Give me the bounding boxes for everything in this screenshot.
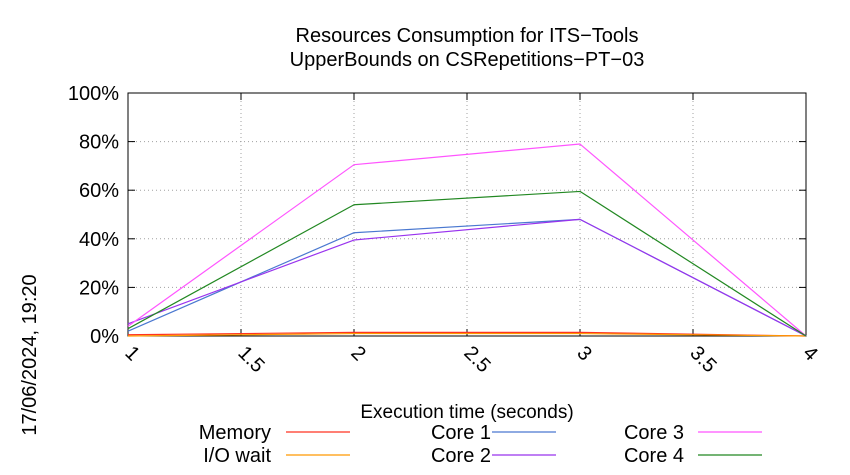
series-line-i-o-wait <box>127 332 807 337</box>
legend-label: Core 3 <box>624 422 684 444</box>
x-tick-label: 2 <box>346 342 369 365</box>
legend-label: Memory <box>199 422 271 444</box>
grid <box>128 93 806 336</box>
y-tick-label: 0% <box>90 326 119 348</box>
x-tick-label: 4 <box>798 342 821 365</box>
y-tick-label: 20% <box>79 277 119 299</box>
series-line-memory <box>127 331 807 337</box>
x-tick-label: 3 <box>572 342 595 365</box>
x-tick-label: 3.5 <box>685 342 720 377</box>
x-tick-label: 1.5 <box>233 342 268 377</box>
x-tick-label: 2.5 <box>459 342 494 377</box>
y-tick-label: 100% <box>68 83 119 105</box>
y-tick-label: 60% <box>79 180 119 202</box>
legend-label: Core 2 <box>431 445 491 467</box>
series-line-core-4 <box>127 190 807 337</box>
series-line-core-3 <box>127 143 807 337</box>
series-line-core-2 <box>127 218 807 337</box>
y-tick-label: 80% <box>79 132 119 154</box>
y-tick-label: 40% <box>79 229 119 251</box>
series-lines <box>127 143 807 337</box>
plot-area: 0% 20% 40% 60% 80% 100% 1 1.5 2 2.5 3 3.5 4 <box>68 83 822 377</box>
chart-title: Resources Consumption for ITS−Tools <box>296 25 639 47</box>
legend-label: I/O wait <box>203 445 271 467</box>
timestamp-label: 17/06/2024, 19:20 <box>19 274 41 435</box>
chart-subtitle: UpperBounds on CSRepetitions−PT−03 <box>290 49 645 71</box>
x-axis-label: Execution time (seconds) <box>360 402 573 423</box>
legend-label: Core 4 <box>624 445 684 467</box>
legend-label: Core 1 <box>431 422 491 444</box>
x-tick-label: 1 <box>120 342 143 365</box>
